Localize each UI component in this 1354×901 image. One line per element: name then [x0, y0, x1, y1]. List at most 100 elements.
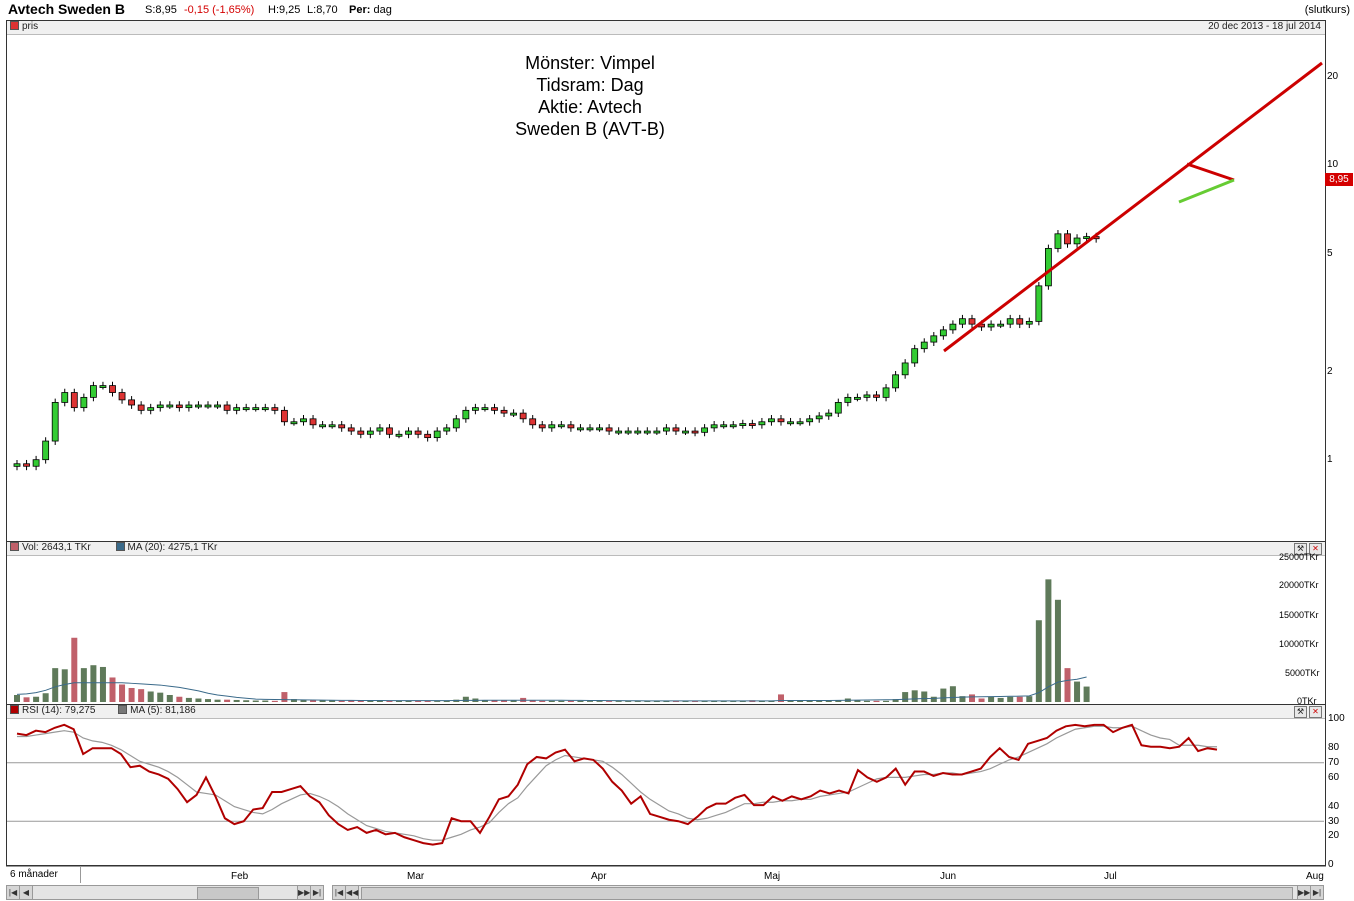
x-tick-maj: Maj [764, 871, 781, 882]
candle-body [166, 404, 174, 408]
candle-body [987, 323, 995, 328]
volume-bar [644, 701, 651, 702]
candle-body [1054, 233, 1062, 249]
volume-bar [1007, 696, 1014, 702]
candle-body [137, 404, 145, 411]
scroll-next-icon[interactable]: ▶▶ [297, 886, 311, 899]
rsi-ma-swatch [118, 705, 128, 714]
volume-bar [157, 692, 164, 702]
price-tick-2: 2 [1327, 366, 1333, 377]
rsi-line [16, 723, 1218, 846]
time-scroll-next-icon[interactable]: ▶▶ [1297, 886, 1311, 899]
rsi-panel: RSI (14): 79,275 MA (5): 81,186 ⚒ ✕ [6, 704, 1326, 866]
period-scrollbar[interactable]: |◀ ◀ ▶▶ ▶| [6, 885, 324, 900]
candle-body [930, 335, 938, 343]
volume-bar [481, 700, 488, 702]
volume-bar [825, 700, 832, 702]
volume-chart[interactable] [7, 555, 1324, 703]
volume-bar [434, 701, 441, 702]
candle-body [42, 440, 50, 461]
vol-tick-5000: 5000TKr [1285, 668, 1320, 678]
x-tick-jun: Jun [940, 871, 957, 882]
candle-body [233, 407, 241, 411]
volume-bar [949, 686, 956, 702]
volume-bar [596, 701, 603, 702]
candle-body [748, 423, 756, 426]
candle-body [328, 424, 336, 428]
slutkurs-label[interactable]: (slutkurs) [1304, 4, 1350, 16]
price-tick-10: 10 [1327, 159, 1339, 170]
candle-body [261, 407, 269, 411]
volume-bar [797, 700, 804, 702]
volume-bar [567, 700, 574, 702]
candle-body [223, 404, 231, 411]
period-label[interactable]: 6 månader [6, 867, 81, 883]
volume-bar [42, 693, 49, 702]
candle-body [23, 463, 30, 467]
volume-bar [854, 700, 861, 702]
stock-title: Avtech Sweden B [8, 1, 125, 17]
volume-ma-line [16, 676, 1087, 702]
rsi-settings-icon[interactable]: ⚒ [1294, 706, 1307, 718]
volume-bar [1054, 599, 1061, 702]
candle-body [873, 394, 880, 398]
volume-bar [176, 696, 183, 702]
candle-body [653, 430, 661, 434]
volume-close-icon[interactable]: ✕ [1309, 543, 1322, 555]
price-chart[interactable] [7, 34, 1324, 539]
last-price-tag: 8,95 [1325, 173, 1353, 186]
volume-bar [290, 699, 297, 702]
candle-body [615, 430, 623, 434]
volume-bar [262, 700, 269, 702]
volume-bar [109, 677, 116, 702]
time-scroll-last-icon[interactable]: ▶| [1310, 886, 1323, 899]
time-scroll-thumb[interactable] [361, 887, 1293, 900]
candle-body [768, 418, 775, 423]
volume-bar [443, 700, 450, 702]
volume-bar [1064, 668, 1071, 702]
candle-body [204, 404, 212, 408]
time-scroll-prev-icon[interactable]: ◀◀ [346, 886, 359, 899]
candle-body [920, 341, 928, 350]
volume-bar [921, 691, 928, 702]
pattern-annotation: Mönster: Vimpel Tidsram: Dag Aktie: Avte… [470, 52, 710, 140]
scroll-last-icon[interactable]: ▶| [310, 886, 323, 899]
volume-bar [376, 700, 383, 702]
scroll-prev-icon[interactable]: ◀ [20, 886, 33, 899]
volume-bar [730, 701, 737, 702]
volume-bar [577, 700, 584, 702]
candle-body [529, 418, 537, 426]
volume-bar [357, 700, 364, 702]
candle-body [787, 421, 794, 425]
volume-bar [558, 700, 565, 702]
scroll-first-icon[interactable]: |◀ [7, 886, 20, 899]
time-scrollbar[interactable]: |◀ ◀◀ ▶▶ ▶| [332, 885, 1324, 900]
volume-bar [33, 696, 40, 702]
rsi-chart[interactable] [7, 718, 1324, 864]
candle-body [128, 399, 135, 406]
period-scroll-thumb[interactable] [197, 887, 259, 900]
candle-body [567, 424, 575, 429]
volume-bar [940, 688, 947, 702]
candle-body [634, 430, 642, 434]
volume-bar [243, 700, 250, 702]
candle-body [586, 427, 594, 431]
volume-bar [119, 684, 126, 702]
time-scroll-first-icon[interactable]: |◀ [333, 886, 346, 899]
x-tick-mar: Mar [407, 871, 425, 882]
rsi-tick-70: 70 [1328, 757, 1340, 768]
volume-bar [539, 700, 546, 702]
vol-swatch [10, 542, 19, 551]
candle-body [939, 329, 947, 337]
candle-body [80, 396, 88, 409]
trendline-upper [943, 61, 1323, 353]
volume-settings-icon[interactable]: ⚒ [1294, 543, 1307, 555]
candle-body [424, 433, 432, 439]
rsi-close-icon[interactable]: ✕ [1309, 706, 1322, 718]
volume-bar [902, 692, 909, 702]
volume-bar [930, 696, 937, 702]
volume-legend: Vol: 2643,1 TKr MA (20): 4275,1 TKr ⚒ ✕ [7, 542, 1325, 556]
candle-body [844, 396, 852, 403]
volume-bar [672, 701, 679, 702]
rsi-tick-0: 0 [1328, 859, 1334, 870]
